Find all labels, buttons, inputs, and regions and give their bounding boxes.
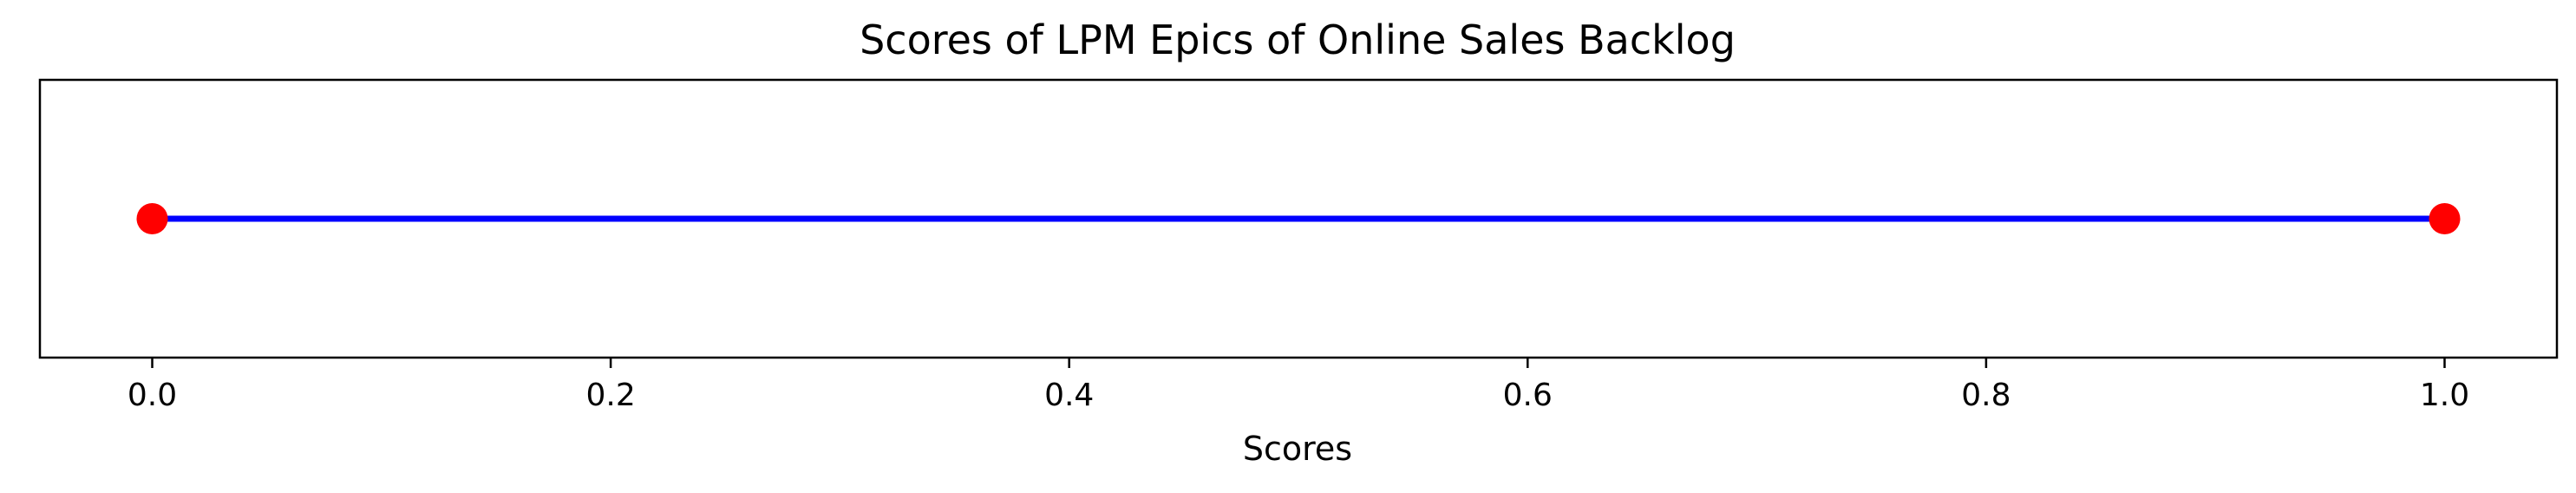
x-axis-label: Scores bbox=[1243, 430, 1352, 468]
x-tick-label: 0.2 bbox=[585, 378, 635, 413]
data-point-0 bbox=[136, 203, 168, 234]
x-tick-label: 0.8 bbox=[1961, 378, 2010, 413]
data-layer bbox=[136, 203, 2461, 234]
x-tick-label: 0.4 bbox=[1044, 378, 1094, 413]
chart-title: Scores of LPM Epics of Online Sales Back… bbox=[860, 16, 1736, 63]
x-tick-label: 1.0 bbox=[2420, 378, 2469, 413]
x-axis: 0.0 0.2 0.4 0.6 0.8 1.0 bbox=[127, 358, 2469, 413]
x-tick-label: 0.0 bbox=[127, 378, 177, 413]
data-point-1 bbox=[2429, 203, 2461, 234]
plot-frame bbox=[38, 78, 2559, 359]
x-tick-label: 0.6 bbox=[1503, 378, 1553, 413]
